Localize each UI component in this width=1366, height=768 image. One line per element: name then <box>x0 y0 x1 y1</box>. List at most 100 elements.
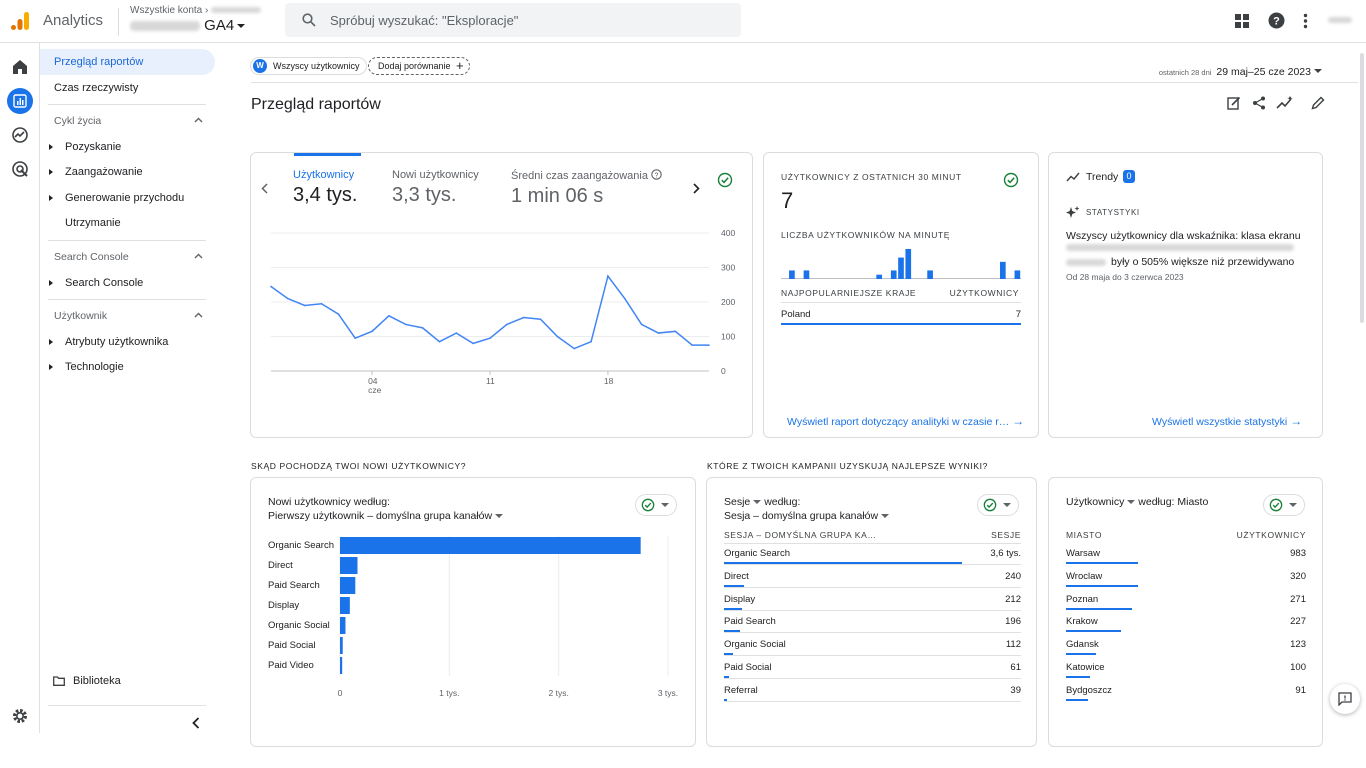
nav-section-search-console[interactable]: Search Console <box>40 244 215 270</box>
account-breadcrumb[interactable]: Wszystkie konta › <box>130 5 262 16</box>
row-divider <box>724 655 1021 657</box>
check-circle-icon[interactable] <box>717 172 733 188</box>
nav-monetization[interactable]: Generowanie przychodu <box>40 185 215 211</box>
session-row[interactable]: Organic Social 112 <box>724 639 1021 661</box>
explore-icon[interactable] <box>11 126 29 144</box>
dimension-selector[interactable]: Pierwszy użytkownik – domyślna grupa kan… <box>268 510 504 522</box>
collapse-nav-icon[interactable] <box>192 717 200 729</box>
customize-report-icon[interactable] <box>1227 96 1241 110</box>
reports-icon <box>13 94 27 108</box>
kpi-tab-new-users[interactable]: Nowi użytkownicy 3,3 tys. <box>392 169 479 207</box>
kpi-tab-users[interactable]: Użytkownicy 3,4 tys. <box>293 169 357 207</box>
metric-label: Użytkownicy <box>1066 496 1125 508</box>
city-row[interactable]: Krakow 227 <box>1066 616 1306 638</box>
kpi-tab-engagement-time[interactable]: Średni czas zaangażowania ? 1 min 06 s <box>511 169 662 208</box>
minute-bar <box>890 270 897 279</box>
all-accounts-link[interactable]: Wszystkie konta <box>130 5 203 16</box>
add-comparison-button[interactable]: Dodaj porównanie + <box>368 57 470 75</box>
row-value: 227 <box>1290 616 1306 628</box>
session-row[interactable]: Paid Social 61 <box>724 662 1021 684</box>
session-row[interactable]: Display 212 <box>724 594 1021 616</box>
advertising-icon[interactable] <box>11 160 29 178</box>
insights-icon[interactable] <box>1276 96 1294 110</box>
reports-icon-active[interactable] <box>7 88 33 114</box>
session-row[interactable]: Organic Search 3,6 tys. <box>724 548 1021 570</box>
help-icon[interactable]: ? <box>1268 12 1285 29</box>
metric-selector[interactable]: Użytkownicy według: Miasto <box>1066 496 1208 508</box>
report-navigation: Przegląd raportów Czas rzeczywisty Cykl … <box>40 43 216 733</box>
help-outline-icon[interactable]: ? <box>651 169 662 180</box>
city-row[interactable]: Wroclaw 320 <box>1066 571 1306 593</box>
chevron-right-icon[interactable] <box>693 183 700 194</box>
check-circle-icon <box>641 498 655 512</box>
caret-down-icon <box>495 514 504 519</box>
nav-library[interactable]: Biblioteka <box>40 668 215 694</box>
nav-search-console[interactable]: Search Console <box>40 270 215 296</box>
row-value-bar <box>1066 653 1096 656</box>
city-row[interactable]: Bydgoszcz 91 <box>1066 685 1306 707</box>
date-range-picker[interactable]: ostatnich 28 dni 29 maj–25 cze 2023 <box>1159 62 1322 80</box>
share-icon[interactable] <box>1252 96 1266 110</box>
session-row[interactable]: Referral 39 <box>724 685 1021 707</box>
nav-retention[interactable]: Utrzymanie <box>65 217 121 229</box>
nav-reports-overview[interactable]: Przegląd raportów <box>40 49 215 75</box>
city-row[interactable]: Gdansk 123 <box>1066 639 1306 661</box>
data-point <box>388 315 390 317</box>
more-vert-icon[interactable] <box>1303 13 1308 29</box>
nav-engagement[interactable]: Zaangażowanie <box>40 159 215 185</box>
trend-icon <box>1066 172 1080 182</box>
category-label: Direct <box>268 560 293 571</box>
category-label: Organic Search <box>268 540 334 551</box>
search-box[interactable] <box>285 3 741 37</box>
session-row[interactable]: Paid Search 196 <box>724 616 1021 638</box>
kpi-label: Użytkownicy <box>293 169 355 181</box>
session-row[interactable]: Direct 240 <box>724 571 1021 593</box>
metric-selector[interactable]: Sesje według: <box>724 496 800 508</box>
segment-chip[interactable]: W Wszyscy użytkownicy <box>250 57 367 75</box>
chevron-left-icon[interactable] <box>261 183 268 194</box>
nav-section-user[interactable]: Użytkownik <box>40 303 215 329</box>
apps-grid-icon[interactable] <box>1235 14 1249 28</box>
realtime-report-link[interactable]: Wyświetl raport dotyczący analityki w cz… <box>787 414 1024 428</box>
nav-realtime[interactable]: Czas rzeczywisty <box>54 82 139 94</box>
card-options-pill[interactable] <box>1263 494 1305 516</box>
gear-icon[interactable] <box>11 707 29 725</box>
data-point <box>371 330 373 333</box>
segment-avatar: W <box>253 59 267 73</box>
nav-label: Zaangażowanie <box>65 166 143 178</box>
dimension-selector[interactable]: Sesja – domyślna grupa kanałów <box>724 510 890 522</box>
country-row[interactable]: Poland 7 <box>781 309 1021 320</box>
app-name[interactable]: Analytics <box>43 12 104 29</box>
triangle-right-icon <box>49 364 53 370</box>
triangle-right-icon <box>49 195 53 201</box>
redacted-text <box>1066 244 1294 251</box>
property-selector[interactable]: GA4 <box>130 17 246 34</box>
nav-label: Technologie <box>65 361 124 373</box>
city-row[interactable]: Katowice 100 <box>1066 662 1306 684</box>
check-circle-icon[interactable] <box>1003 172 1019 188</box>
avatar[interactable] <box>1328 17 1352 23</box>
home-icon[interactable] <box>11 58 29 76</box>
caret-down-icon <box>661 503 669 507</box>
top-countries-label: NAJPOPULARNIEJSZE KRAJE <box>781 288 917 298</box>
nav-section-lifecycle[interactable]: Cykl życia <box>40 108 215 134</box>
edit-icon[interactable] <box>1311 96 1325 110</box>
card-options-pill[interactable] <box>635 494 677 516</box>
chevron-up-icon <box>194 312 203 318</box>
nav-acquisition[interactable]: Pozyskanie <box>40 134 215 160</box>
caret-down-icon <box>881 514 890 519</box>
card-options-pill[interactable] <box>977 494 1019 516</box>
insight-text[interactable]: Wszyscy użytkownicy dla wskaźnika: klasa… <box>1066 230 1301 242</box>
kpi-value: 3,4 tys. <box>293 184 358 206</box>
view-all-insights-link[interactable]: Wyświetl wszystkie statystyki → <box>1152 414 1302 428</box>
nav-technology[interactable]: Technologie <box>40 354 215 380</box>
row-divider <box>724 700 1021 702</box>
city-row[interactable]: Poznan 271 <box>1066 594 1306 616</box>
scrollbar[interactable] <box>1360 53 1364 323</box>
feedback-button[interactable] <box>1330 684 1360 714</box>
search-input[interactable] <box>330 10 730 30</box>
analytics-logo-icon[interactable] <box>10 11 30 31</box>
nav-user-attributes[interactable]: Atrybuty użytkownika <box>40 329 215 355</box>
city-row[interactable]: Warsaw 983 <box>1066 548 1306 570</box>
per-minute-label: LICZBA UŻYTKOWNIKÓW NA MINUTĘ <box>781 230 950 240</box>
